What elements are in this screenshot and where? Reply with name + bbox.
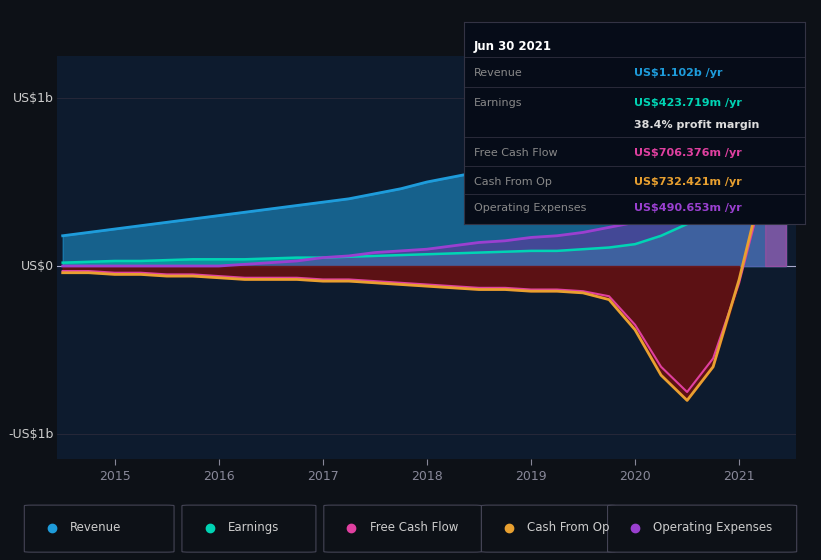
- FancyBboxPatch shape: [25, 505, 174, 552]
- Text: Earnings: Earnings: [474, 98, 523, 108]
- Text: -US$1b: -US$1b: [8, 427, 54, 441]
- Text: US$706.376m /yr: US$706.376m /yr: [635, 148, 742, 158]
- Text: Free Cash Flow: Free Cash Flow: [474, 148, 557, 158]
- FancyBboxPatch shape: [608, 505, 796, 552]
- Text: Revenue: Revenue: [70, 521, 122, 534]
- Text: Cash From Op: Cash From Op: [527, 521, 610, 534]
- Text: Free Cash Flow: Free Cash Flow: [369, 521, 458, 534]
- Text: US$490.653m /yr: US$490.653m /yr: [635, 203, 742, 213]
- Text: Revenue: Revenue: [474, 68, 523, 78]
- Text: US$423.719m /yr: US$423.719m /yr: [635, 98, 742, 108]
- FancyBboxPatch shape: [481, 505, 616, 552]
- Text: Earnings: Earnings: [227, 521, 279, 534]
- FancyBboxPatch shape: [182, 505, 316, 552]
- Text: Jun 30 2021: Jun 30 2021: [474, 40, 552, 53]
- Text: 38.4% profit margin: 38.4% profit margin: [635, 120, 759, 130]
- Text: Operating Expenses: Operating Expenses: [654, 521, 773, 534]
- Text: US$732.421m /yr: US$732.421m /yr: [635, 176, 742, 186]
- Text: Operating Expenses: Operating Expenses: [474, 203, 586, 213]
- Text: US$1.102b /yr: US$1.102b /yr: [635, 68, 722, 78]
- Text: US$1b: US$1b: [13, 91, 54, 105]
- Text: US$0: US$0: [21, 259, 54, 273]
- Text: Cash From Op: Cash From Op: [474, 176, 552, 186]
- FancyBboxPatch shape: [323, 505, 481, 552]
